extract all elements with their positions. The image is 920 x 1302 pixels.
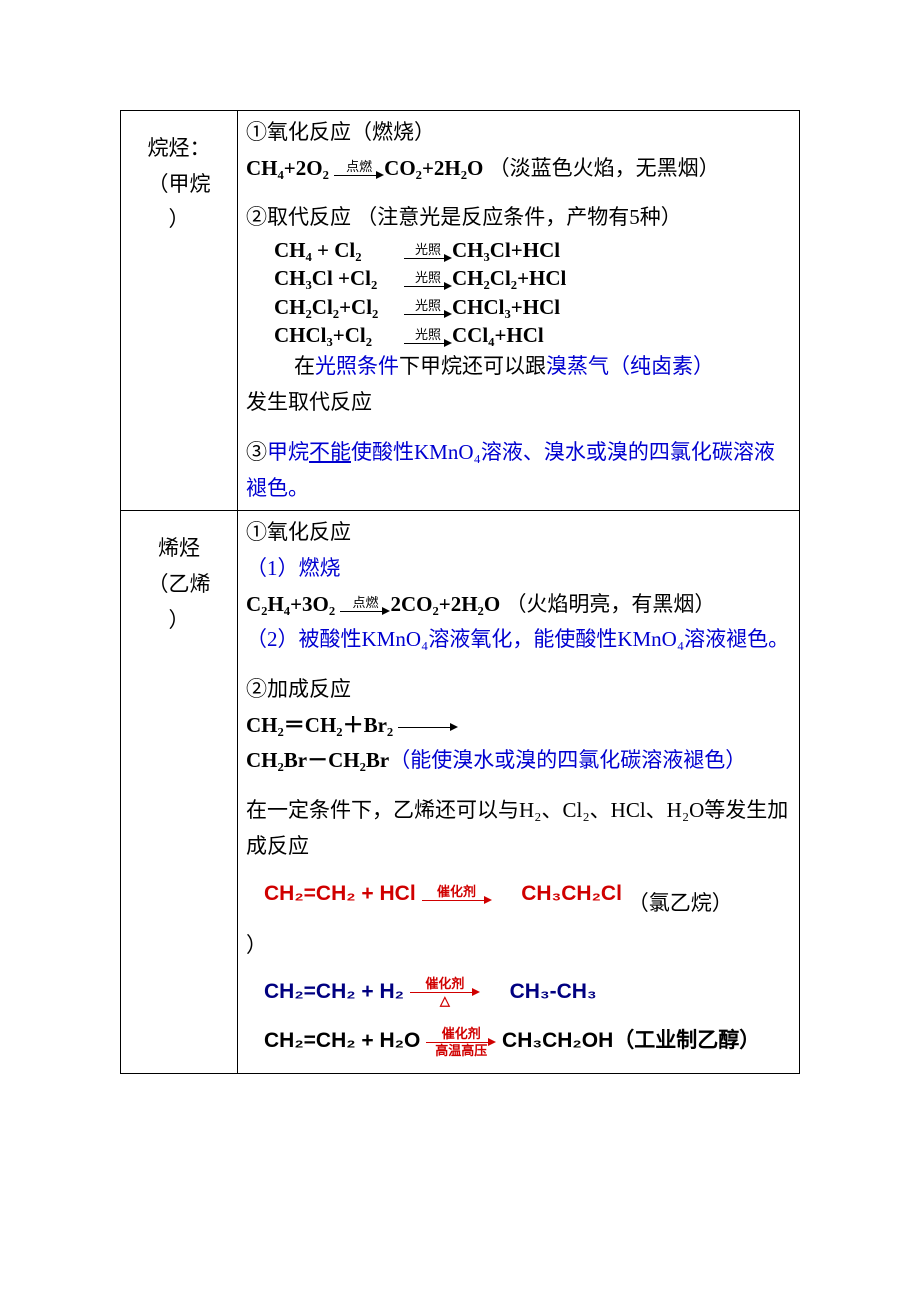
eq2-note: （能使溴水或溴的四氯化碳溶液褪色） bbox=[389, 748, 746, 772]
row1-substitutions: CH₄ + Cl₂光照CH₃Cl+HCl CH₃Cl +Cl₂光照CH₂Cl₂+… bbox=[254, 236, 791, 349]
row2-label-l2: （乙烯 bbox=[129, 567, 229, 603]
eq-lhs: CH₄+2O₂ bbox=[246, 156, 329, 180]
rxn3-note: （工业制乙醇） bbox=[613, 1028, 760, 1052]
arrow-icon: 催化剂 高温高压 bbox=[426, 1027, 496, 1057]
s2-r: CH₂Cl₂+HCl bbox=[452, 266, 566, 290]
chemistry-table: 烷烃： （甲烷 ） ①氧化反应（燃烧） CH₄+2O₂ 点燃 CO₂+2H₂O … bbox=[120, 110, 800, 1074]
row2-p1b: （2）被酸性KMnO₄溶液氧化，能使酸性KMnO₄溶液褪色。 bbox=[246, 622, 791, 658]
row2-eq2-line2: CH₂Br－CH₂Br（能使溴水或溴的四氯化碳溶液褪色） bbox=[246, 743, 791, 779]
eq2-lhs: CH₂＝CH₂＋Br₂ bbox=[246, 713, 393, 737]
note-blue2: 溴蒸气（纯卤素） bbox=[546, 354, 714, 378]
arrow-icon: 光照 bbox=[404, 243, 452, 262]
p3-a: 甲烷 bbox=[267, 440, 309, 464]
row2-p1: ①氧化反应 bbox=[246, 515, 791, 551]
p3-pre: ③ bbox=[246, 440, 267, 464]
row1-p2: ②取代反应 （注意光是反应条件，产物有5种） bbox=[246, 200, 791, 236]
arrow-icon: 催化剂 △ bbox=[410, 977, 480, 1007]
eq2-rhs: CH₂Br－CH₂Br bbox=[246, 748, 389, 772]
row2-eq2: CH₂＝CH₂＋Br₂ bbox=[246, 708, 791, 744]
arrow-icon: 光照 bbox=[404, 299, 452, 318]
row2-content: ①氧化反应 （1）燃烧 C₂H₄+3O₂ 点燃 2CO₂+2H₂O （火焰明亮，… bbox=[238, 511, 800, 1074]
s4-r: CCl₄+HCl bbox=[452, 323, 544, 347]
rxn2-r: CH₃-CH₃ bbox=[510, 980, 597, 1003]
s1-l: CH₄ + Cl₂ bbox=[254, 236, 404, 264]
arrow-icon: 催化剂 bbox=[422, 885, 492, 904]
row2-rxn2: CH₂=CH₂ + H₂ 催化剂 △ CH₃-CH₃ bbox=[246, 974, 791, 1010]
note-pre: 在 bbox=[294, 354, 315, 378]
arrow-icon: 光照 bbox=[404, 271, 452, 290]
arrow-icon: 光照 bbox=[404, 328, 452, 347]
eq-rhs: CO₂+2H₂O bbox=[384, 156, 483, 180]
row1-note: 在光照条件下甲烷还可以跟溴蒸气（纯卤素） bbox=[246, 349, 791, 385]
eq-note: （火焰明亮，有黑烟） bbox=[505, 592, 715, 616]
s3-r: CHCl₃+HCl bbox=[452, 295, 560, 319]
row1-content: ①氧化反应（燃烧） CH₄+2O₂ 点燃 CO₂+2H₂O （淡蓝色火焰，无黑烟… bbox=[238, 111, 800, 511]
note-mid: 下甲烷还可以跟 bbox=[399, 354, 546, 378]
rxn1-r: CH₃CH₂Cl bbox=[521, 882, 622, 905]
row2-p1a: （1）燃烧 bbox=[246, 551, 791, 587]
row2-p2: ②加成反应 bbox=[246, 672, 791, 708]
s3-l: CH₂Cl₂+Cl₂ bbox=[254, 293, 404, 321]
row2-label: 烯烃 （乙烯 ） bbox=[121, 511, 238, 1074]
arrow-icon: 点燃 bbox=[334, 160, 384, 179]
row2-p3: 在一定条件下，乙烯还可以与H₂、Cl₂、HCl、H₂O等发生加成反应 bbox=[246, 793, 791, 864]
row2-label-l3: ） bbox=[129, 603, 229, 639]
note-end: 发生取代反应 bbox=[246, 385, 791, 421]
row2-eq1: C₂H₄+3O₂ 点燃 2CO₂+2H₂O （火焰明亮，有黑烟） bbox=[246, 587, 791, 623]
rxn3-l: CH₂=CH₂ + H₂O bbox=[264, 1029, 420, 1052]
eq-note: （淡蓝色火焰，无黑烟） bbox=[489, 156, 720, 180]
s1-r: CH₃Cl+HCl bbox=[452, 238, 560, 262]
rxn1-close: ） bbox=[246, 928, 791, 964]
row1-p3: ③甲烷不能使酸性KMnO₄溶液、溴水或溴的四氯化碳溶液褪色。 bbox=[246, 435, 791, 506]
arrow-icon bbox=[398, 723, 458, 731]
row2-rxn3: CH₂=CH₂ + H₂O 催化剂 高温高压 CH₃CH₂OH（工业制乙醇） bbox=[246, 1023, 791, 1059]
arrow-icon: 点燃 bbox=[340, 596, 390, 615]
s4-l: CHCl₃+Cl₂ bbox=[254, 321, 404, 349]
rxn1-note: （氯乙烷） bbox=[628, 891, 733, 915]
row1-label-l2: （甲烷 bbox=[129, 167, 229, 203]
rxn1-l: CH₂=CH₂ + HCl bbox=[264, 882, 416, 905]
p3-b: 不能 bbox=[309, 440, 351, 464]
row1-label-l3: ） bbox=[129, 202, 229, 238]
eq-rhs: 2CO₂+2H₂O bbox=[390, 592, 500, 616]
eq-lhs: C₂H₄+3O₂ bbox=[246, 592, 335, 616]
rxn3-r: CH₃CH₂OH bbox=[502, 1029, 613, 1052]
note-blue1: 光照条件 bbox=[315, 354, 399, 378]
rxn2-l: CH₂=CH₂ + H₂ bbox=[264, 980, 404, 1003]
row1-label: 烷烃： （甲烷 ） bbox=[121, 111, 238, 511]
row2-rxn1: CH₂=CH₂ + HCl 催化剂 CH₃CH₂Cl （氯乙烷） bbox=[246, 876, 791, 922]
row1-p1: ①氧化反应（燃烧） bbox=[246, 115, 791, 151]
row2-label-l1: 烯烃 bbox=[129, 531, 229, 567]
row1-label-l1: 烷烃： bbox=[129, 131, 229, 167]
s2-l: CH₃Cl +Cl₂ bbox=[254, 264, 404, 292]
row1-eq1: CH₄+2O₂ 点燃 CO₂+2H₂O （淡蓝色火焰，无黑烟） bbox=[246, 151, 791, 187]
